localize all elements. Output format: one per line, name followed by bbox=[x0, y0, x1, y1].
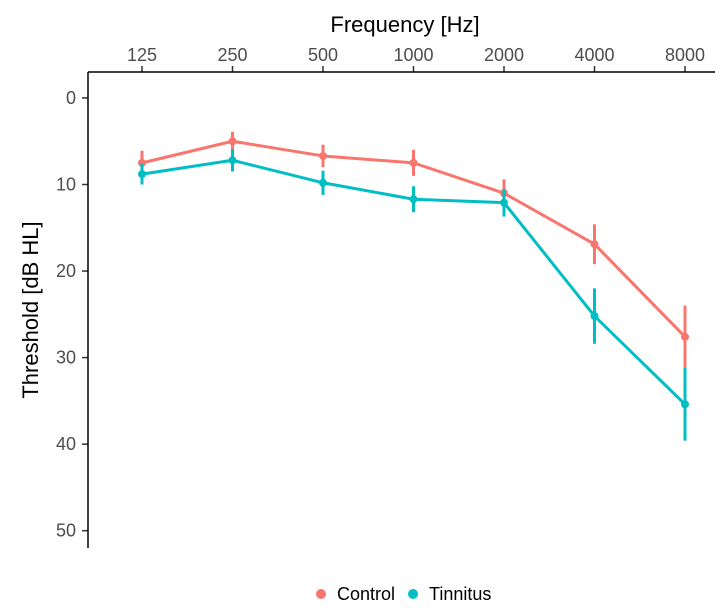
data-point bbox=[228, 137, 237, 146]
data-point bbox=[409, 195, 418, 204]
x-tick-label: 125 bbox=[127, 45, 157, 65]
y-axis-title: Threshold [dB HL] bbox=[18, 221, 43, 398]
data-point bbox=[590, 240, 599, 249]
x-axis-title: Frequency [Hz] bbox=[330, 12, 479, 37]
y-tick-label: 0 bbox=[66, 88, 76, 108]
y-tick-label: 40 bbox=[56, 434, 76, 454]
legend-label: Tinnitus bbox=[429, 584, 491, 604]
y-tick-label: 50 bbox=[56, 521, 76, 541]
y-tick-label: 30 bbox=[56, 348, 76, 368]
data-point bbox=[319, 151, 327, 160]
data-point bbox=[138, 158, 146, 167]
data-point bbox=[681, 332, 689, 341]
x-tick-label: 500 bbox=[308, 45, 338, 65]
x-tick-label: 2000 bbox=[484, 45, 524, 65]
legend-label: Control bbox=[337, 584, 395, 604]
series-tinnitus bbox=[138, 149, 689, 441]
x-tick-label: 8000 bbox=[665, 45, 705, 65]
series-control bbox=[138, 131, 689, 368]
x-axis-ticks: 125 250 500 1000 2000 4000 8000 bbox=[127, 45, 705, 72]
data-point bbox=[500, 198, 508, 207]
data-point bbox=[319, 178, 327, 187]
y-tick-label: 20 bbox=[56, 261, 76, 281]
x-tick-label: 4000 bbox=[574, 45, 614, 65]
data-point bbox=[138, 170, 146, 179]
x-tick-label: 1000 bbox=[393, 45, 433, 65]
x-tick-label: 250 bbox=[217, 45, 247, 65]
y-tick-label: 10 bbox=[56, 175, 76, 195]
legend-key-control bbox=[316, 589, 326, 599]
series-layer bbox=[138, 131, 689, 441]
legend-key-tinnitus bbox=[408, 589, 419, 599]
data-point bbox=[590, 312, 599, 321]
y-axis-ticks: 0 10 20 30 40 50 bbox=[56, 88, 88, 541]
data-point bbox=[409, 158, 418, 167]
data-point bbox=[228, 156, 237, 165]
legend: Control Tinnitus bbox=[316, 584, 491, 604]
data-point bbox=[681, 400, 689, 409]
